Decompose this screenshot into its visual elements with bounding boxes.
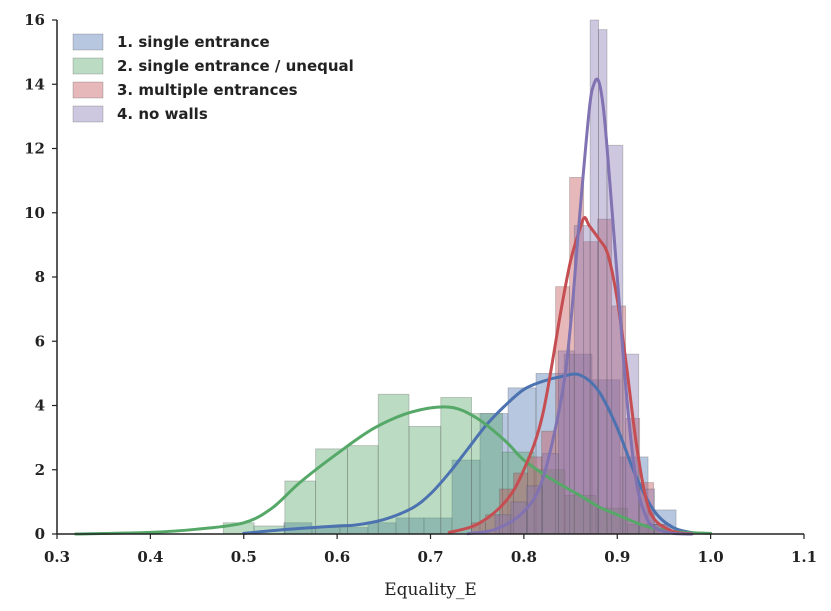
legend-swatch-s2 <box>72 57 104 75</box>
x-tick-label: 0.7 <box>417 548 443 566</box>
hist-bar-s4-9 <box>606 144 624 535</box>
legend-label-s1: 1. single entrance <box>117 33 270 51</box>
kde-line-s3 <box>447 216 694 536</box>
y-tick-label: 2 <box>35 461 45 479</box>
x-tick-label: 0.3 <box>44 548 70 566</box>
x-axis-ticks: 0.3 0.4 0.5 0.6 0.7 0.8 0.9 1.0 1.1 <box>44 534 817 566</box>
hist-bar-s2-4 <box>315 448 348 535</box>
hist-bar-s2-3 <box>284 480 317 535</box>
hist-bar-s2-5 <box>346 445 379 535</box>
legend-swatch-s1 <box>72 33 104 51</box>
legend: 1. single entrance 2. single entrance / u… <box>72 33 354 123</box>
legend-label-s2: 2. single entrance / unequal <box>117 57 354 75</box>
x-tick-label: 0.8 <box>511 548 537 566</box>
kde-line-s1 <box>242 372 694 535</box>
x-tick-label: 0.4 <box>137 548 163 566</box>
x-tick-label: 0.9 <box>604 548 630 566</box>
hist-bar-s4-4 <box>542 453 559 535</box>
legend-label-s3: 3. multiple entrances <box>117 81 298 99</box>
legend-label-s4: 4. no walls <box>117 105 208 123</box>
x-tick-label: 1.0 <box>698 548 724 566</box>
y-tick-label: 10 <box>24 204 45 222</box>
y-tick-label: 14 <box>24 75 45 93</box>
legend-swatch-s4 <box>72 105 104 123</box>
hist-bar-s2-11 <box>533 469 566 535</box>
hist-bar-s1-11 <box>563 353 593 535</box>
hist-bar-s1-7 <box>451 459 481 535</box>
kde-line-s2 <box>74 405 713 536</box>
y-tick-label: 0 <box>35 525 45 543</box>
hist-bar-s4-3 <box>526 485 543 535</box>
hist-bar-s2-7 <box>408 425 442 535</box>
x-tick-label: 0.5 <box>231 548 257 566</box>
x-tick-label: 0.6 <box>324 548 350 566</box>
y-tick-label: 6 <box>35 332 45 350</box>
y-tick-label: 16 <box>24 11 45 29</box>
kde-curves <box>74 77 713 536</box>
x-tick-label: 1.1 <box>791 548 817 566</box>
y-axis-ticks: 0 2 4 6 8 10 12 14 16 <box>24 11 57 543</box>
hist-bar-s4-5 <box>558 350 575 535</box>
x-axis-title: Equality_E <box>384 580 477 600</box>
y-tick-label: 8 <box>35 268 45 286</box>
y-tick-label: 12 <box>24 140 45 158</box>
y-tick-label: 4 <box>35 397 45 415</box>
hist-bar-s1-9 <box>507 387 537 535</box>
kde-line-s4 <box>466 77 694 536</box>
legend-swatch-s3 <box>72 81 104 99</box>
